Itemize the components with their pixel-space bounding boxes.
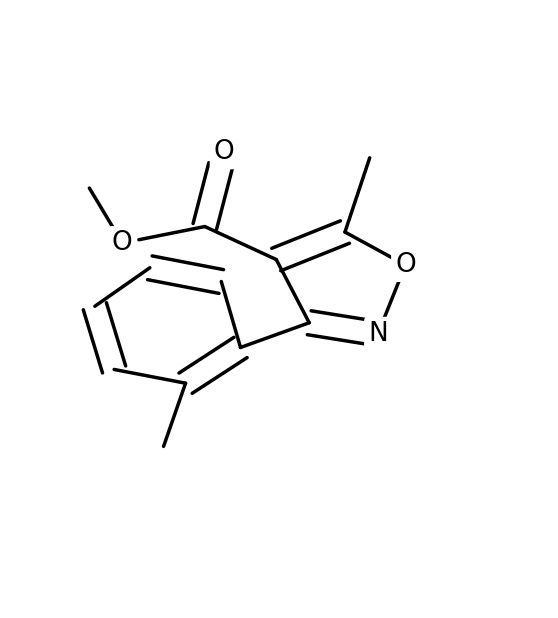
Text: N: N	[368, 321, 388, 347]
Text: O: O	[214, 139, 234, 166]
Text: O: O	[395, 252, 416, 278]
Text: O: O	[112, 230, 133, 256]
